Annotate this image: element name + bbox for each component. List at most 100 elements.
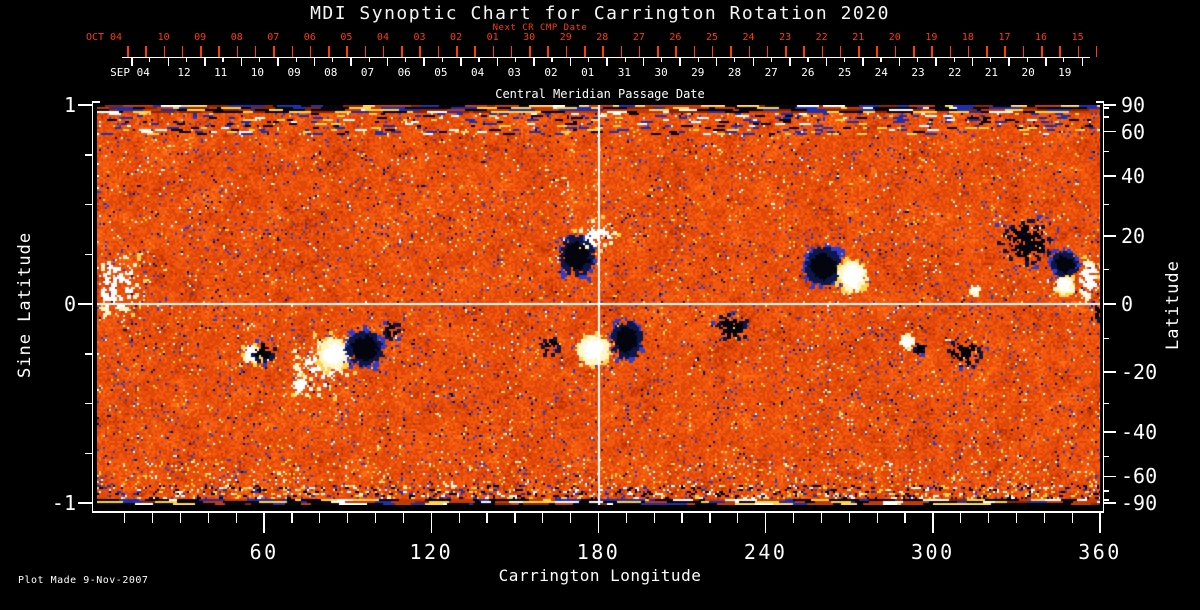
tick-mark (332, 58, 334, 62)
tick-mark (1103, 490, 1109, 492)
tick-mark (737, 512, 739, 523)
tick-mark (478, 58, 480, 62)
latitude-tick-label: 40 (1121, 164, 1146, 189)
red-day-label: 15 (1071, 32, 1084, 43)
tick-mark (569, 58, 572, 66)
cmp-axis-line (122, 57, 1090, 58)
tick-mark (642, 58, 645, 66)
tick-mark (904, 512, 906, 523)
red-day-label: 08 (230, 32, 243, 43)
red-day-label: 23 (779, 32, 792, 43)
latitude-tick-label: 90 (1121, 93, 1146, 117)
tick-mark (85, 353, 92, 355)
red-day-label: 30 (523, 32, 536, 43)
tick-mark (820, 512, 822, 523)
cmp-day-label: 21 (984, 66, 999, 79)
tick-mark (770, 58, 772, 62)
red-tick-mark (437, 46, 440, 57)
tick-mark (533, 58, 535, 66)
red-day-label: 09 (194, 32, 207, 43)
plot-frame-left (91, 101, 93, 512)
tick-mark (430, 512, 433, 533)
red-tick-mark (492, 46, 495, 57)
longitude-tick-label: 60 (249, 540, 279, 564)
tick-mark (207, 512, 210, 523)
red-tick-mark (803, 46, 805, 57)
tick-mark (85, 452, 92, 454)
plot-made-timestamp: Plot Made 9-Nov-2007 (18, 575, 149, 586)
tick-mark (681, 512, 683, 523)
red-tick-mark (821, 46, 824, 57)
red-tick-mark (931, 46, 933, 57)
red-tick-mark (346, 46, 348, 57)
longitude-tick-label: 120 (409, 540, 454, 564)
tick-mark (1103, 303, 1116, 305)
tick-mark (496, 58, 499, 66)
magnetogram-image (97, 105, 1100, 505)
red-day-label: 01 (486, 32, 499, 43)
tick-mark (971, 58, 974, 66)
red-tick-mark (145, 46, 147, 57)
tick-mark (697, 58, 699, 62)
tick-mark (1103, 116, 1109, 118)
cmp-day-label: 01 (581, 66, 595, 79)
red-tick-mark (876, 46, 878, 57)
sine-latitude-tick-label: -1 (51, 491, 76, 515)
cmp-day-label: 02 (544, 66, 558, 79)
tick-mark (709, 512, 711, 523)
tick-mark (514, 58, 517, 62)
tick-mark (319, 512, 321, 523)
tick-mark (1103, 475, 1116, 478)
red-tick-mark (858, 46, 860, 57)
tick-mark (1103, 235, 1116, 237)
red-tick-mark (456, 46, 458, 57)
red-tick-mark (127, 46, 129, 57)
tick-mark (149, 58, 151, 62)
latitude-axis-title: Latitude (1163, 260, 1183, 350)
red-day-label: 29 (559, 32, 572, 43)
tick-mark (1103, 499, 1109, 501)
longitude-tick-label: 360 (1078, 540, 1122, 564)
red-day-label: 17 (998, 32, 1011, 43)
tick-mark (375, 512, 377, 523)
tick-mark (606, 58, 608, 66)
red-day-label: 03 (413, 32, 426, 43)
latitude-tick-label: 0 (1121, 292, 1134, 316)
tick-mark (588, 58, 590, 62)
tick-mark (460, 58, 462, 66)
cmp-date-axis-title: Central Meridian Passage Date (495, 87, 705, 101)
cmp-day-label: 27 (764, 66, 778, 79)
tick-mark (679, 58, 681, 66)
tick-mark (764, 512, 767, 533)
cmp-day-label: 11 (214, 66, 228, 79)
cmp-day-label: 25 (837, 66, 852, 79)
red-tick-mark (273, 46, 275, 57)
red-tick-mark (565, 46, 568, 57)
red-tick-mark (1041, 46, 1043, 57)
cmp-day-label: 07 (360, 66, 375, 79)
cmp-day-label: 22 (948, 66, 962, 79)
cmp-day-label: 06 (397, 66, 411, 79)
red-day-label: 04 (376, 32, 389, 43)
tick-mark (987, 512, 990, 523)
cmp-day-label: 10 (250, 66, 265, 79)
latitude-tick-label: -60 (1121, 464, 1158, 489)
latitude-tick-label: 60 (1121, 119, 1146, 144)
cmp-day-label: 05 (434, 66, 448, 79)
tick-mark (152, 512, 154, 523)
cmp-day-label: 29 (691, 66, 705, 79)
red-day-label: 05 (340, 32, 353, 43)
tick-mark (347, 512, 349, 523)
red-day-label: 24 (742, 32, 755, 43)
latitude-tick-label: -90 (1121, 491, 1158, 515)
red-tick-mark (620, 46, 623, 57)
tick-mark (204, 58, 206, 66)
red-day-label: 27 (632, 32, 645, 43)
tick-mark (661, 58, 663, 62)
tick-mark (131, 58, 133, 66)
tick-mark (624, 58, 626, 62)
tick-mark (514, 512, 516, 523)
red-tick-mark (766, 46, 769, 57)
tick-mark (597, 512, 600, 533)
red-tick-mark (986, 46, 988, 57)
